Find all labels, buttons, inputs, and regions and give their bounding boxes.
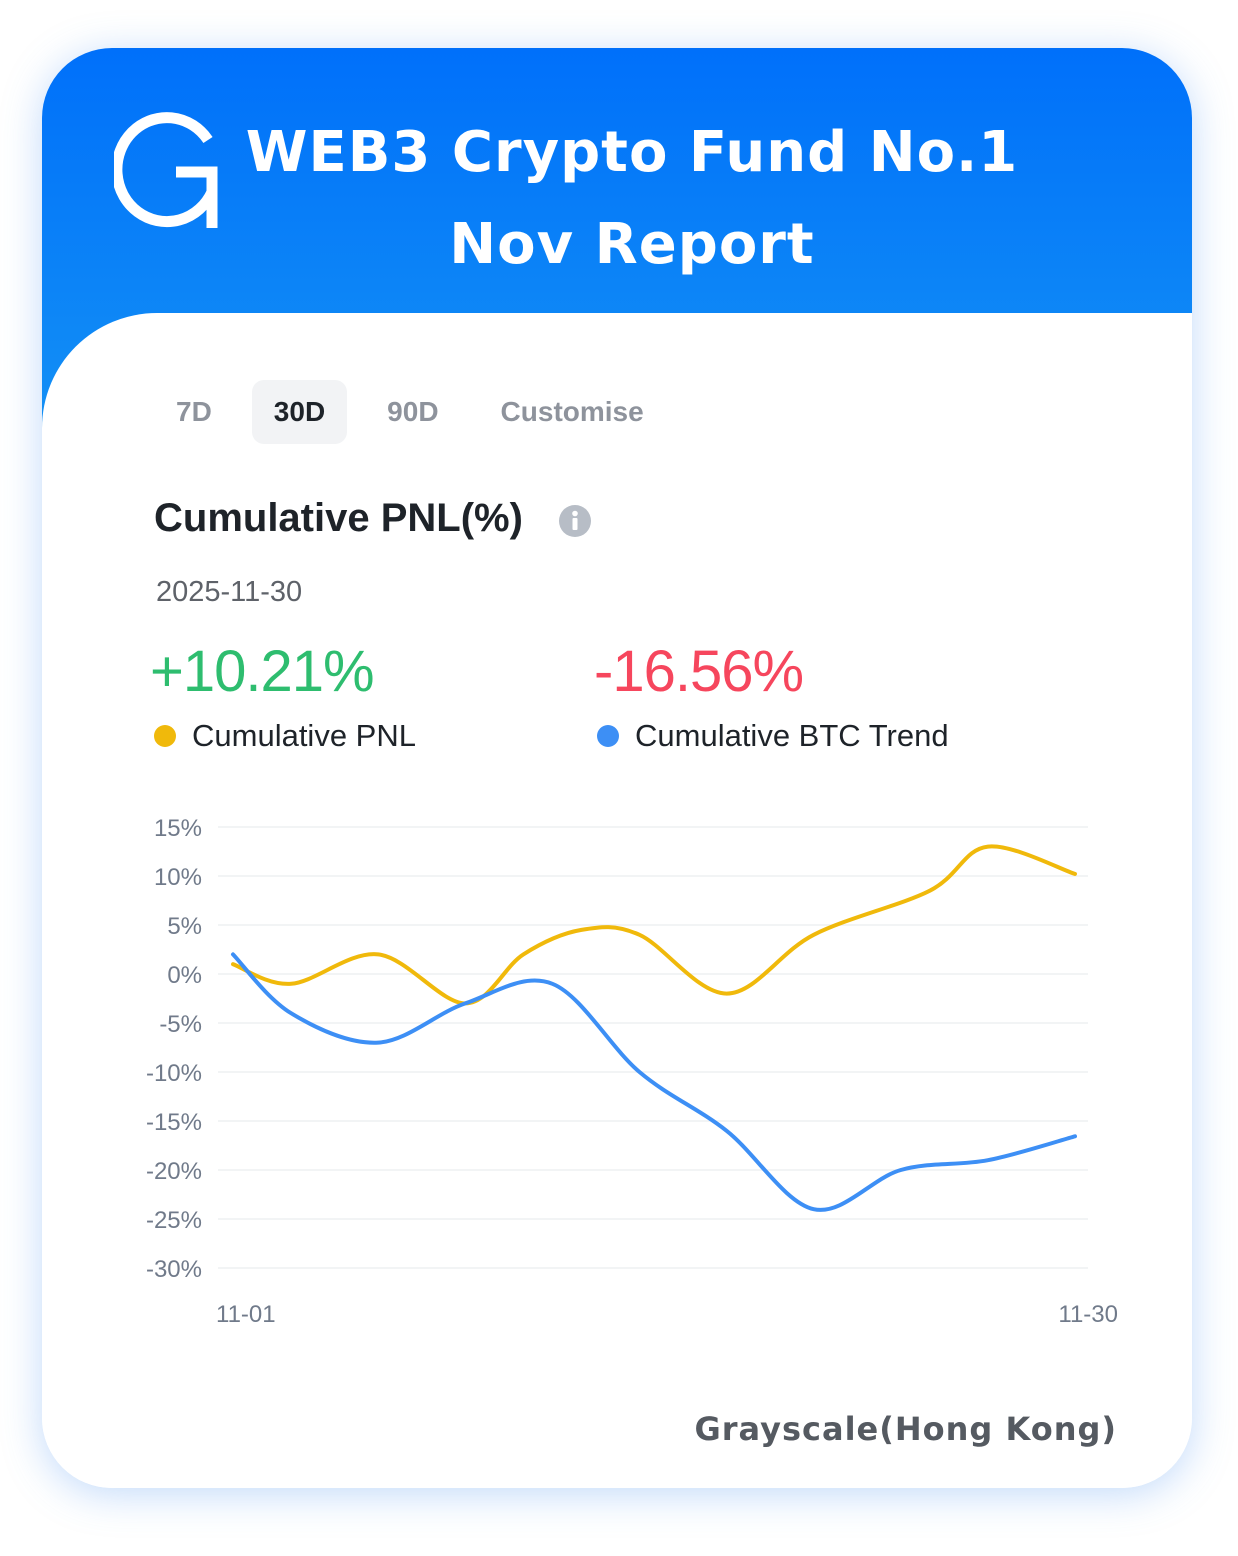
tab-customise[interactable]: Customise: [500, 396, 644, 427]
section-title: Cumulative PNL(%): [154, 496, 523, 540]
report-card: WEB3 Crypto Fund No.1 Nov Report 7D 30D …: [42, 48, 1192, 1488]
tab-90d[interactable]: 90D: [387, 396, 439, 427]
logo-g-icon: [114, 112, 218, 228]
footer-brand: Grayscale(Hong Kong): [694, 1410, 1117, 1448]
report-subtitle: Nov Report: [449, 212, 815, 277]
legend-pnl-dot: [154, 725, 176, 747]
report-date: 2025-11-30: [156, 576, 303, 608]
tab-7d[interactable]: 7D: [176, 396, 212, 427]
legend-btc-label: Cumulative BTC Trend: [635, 718, 949, 753]
report-body: [42, 313, 1192, 1488]
legend-btc-dot: [597, 725, 619, 747]
btc-value: -16.56%: [594, 639, 804, 704]
legend-btc: Cumulative BTC Trend: [597, 718, 949, 754]
tab-30d[interactable]: 30D: [251, 380, 348, 444]
pnl-value: +10.21%: [150, 639, 375, 704]
info-icon[interactable]: [558, 504, 592, 538]
legend-pnl-label: Cumulative PNL: [192, 718, 416, 753]
report-title: WEB3 Crypto Fund No.1: [245, 120, 1019, 185]
legend-pnl: Cumulative PNL: [154, 718, 416, 754]
period-tabs: 7D 30D 90D Customise: [154, 380, 684, 444]
